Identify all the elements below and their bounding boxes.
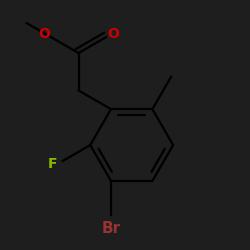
Text: Br: Br bbox=[102, 221, 120, 236]
Text: O: O bbox=[38, 28, 50, 42]
Text: O: O bbox=[107, 28, 119, 42]
Text: F: F bbox=[48, 157, 57, 171]
